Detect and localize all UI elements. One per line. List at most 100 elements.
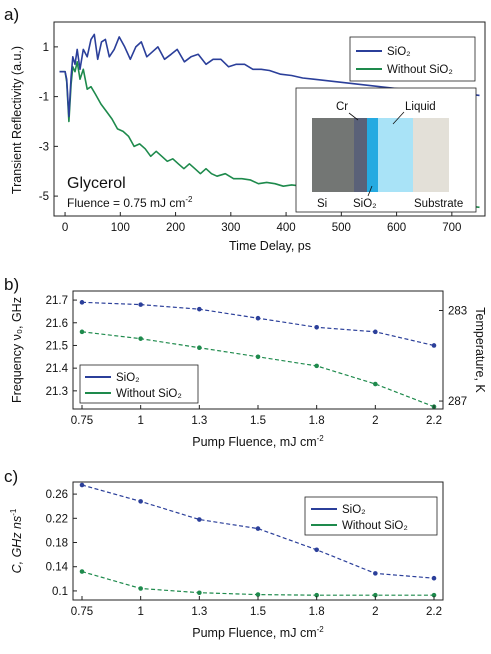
- series-line-sio2: [81, 301, 435, 347]
- data-point-sio2: [255, 315, 261, 321]
- x-tick-label: 0: [62, 222, 68, 234]
- panel-b: b) 0.75 1 1.3 1.5 1.8 2 2.2 21.321.421.521.621…: [4, 275, 487, 449]
- inset-layer-substrate: [413, 118, 449, 192]
- legend-label-sio2: SiO₂: [116, 372, 140, 384]
- inset-label-liquid: Liquid: [405, 101, 436, 113]
- data-point-without-sio2: [79, 329, 85, 335]
- panel-a-frame: [53, 21, 486, 217]
- data-point-sio2: [431, 575, 437, 581]
- x-tick-label: 1.8: [309, 606, 325, 618]
- panel-a-sample-label: Glycerol: [67, 175, 126, 192]
- y-tick-label: -5: [39, 191, 49, 203]
- panel-a-inset: Cr Liquid Si SiO₂ Substrate: [295, 87, 477, 213]
- data-point-sio2: [79, 482, 85, 488]
- panel-a-legend: SiO₂ Without SiO₂: [349, 36, 476, 82]
- panel-a-fluence-label: Fluence = 0.75 mJ cm-2: [67, 195, 193, 210]
- data-point-sio2: [79, 300, 85, 305]
- inset-layer-si: [312, 118, 354, 192]
- data-point-without-sio2: [373, 381, 378, 387]
- y-tick-label: 0.18: [46, 538, 68, 550]
- legend-label-without-sio2: Without SiO₂: [387, 64, 453, 76]
- legend-box: [349, 36, 476, 82]
- data-point-without-sio2: [138, 586, 143, 591]
- y-tick-label: -1: [39, 92, 49, 104]
- panel-a-x-ticks: 0 100 200 300 400 500 600 700: [62, 212, 461, 234]
- y-tick-label: 21.6: [46, 318, 68, 330]
- data-point-sio2: [314, 325, 319, 330]
- legend-box: [79, 364, 199, 404]
- panel-b-plot-area: [79, 300, 437, 410]
- data-point-without-sio2: [79, 569, 85, 574]
- x-tick-label: 700: [442, 222, 461, 234]
- data-point-without-sio2: [138, 336, 143, 341]
- x-tick-label: 0.75: [71, 415, 93, 427]
- panel-label-a: a): [4, 5, 19, 24]
- panel-label-c: c): [4, 467, 18, 486]
- panel-label-b: b): [4, 275, 19, 294]
- panel-c-y-axis-label: C, GHz ns-1: [9, 508, 24, 573]
- x-tick-label: 2.2: [426, 606, 442, 618]
- legend-label-sio2: SiO₂: [342, 504, 366, 516]
- inset-pointer-cr: [348, 112, 359, 121]
- panel-c-x-ticks: 0.75 1 1.3 1.5 1.8 2 2.2: [71, 596, 442, 618]
- data-point-without-sio2: [431, 592, 437, 598]
- y-tick-label: 0.14: [46, 562, 69, 574]
- data-point-sio2: [138, 499, 143, 504]
- panel-b-y-axis-label: Frequency ν₀, GHz: [10, 297, 24, 403]
- data-point-sio2: [197, 306, 202, 312]
- y-tick-label: 0.22: [46, 513, 68, 525]
- x-tick-label: 1.3: [191, 415, 207, 427]
- panel-b-x-ticks: 0.75 1 1.3 1.5 1.8 2 2.2: [71, 405, 442, 427]
- data-point-sio2: [197, 517, 202, 522]
- panel-c-x-axis-label: Pump Fluence, mJ cm-2: [192, 625, 324, 640]
- y-tick-label: 21.5: [46, 340, 68, 352]
- data-point-sio2: [373, 329, 378, 335]
- right-tick-label: 287: [448, 396, 467, 408]
- panel-b-y-ticks: 21.3 21.4 21.5 21.6 21.7: [46, 295, 77, 398]
- inset-pointer-liquid: [392, 111, 405, 125]
- x-tick-label: 200: [166, 222, 185, 234]
- data-point-sio2: [255, 526, 261, 531]
- x-tick-label: 600: [387, 222, 406, 234]
- x-tick-label: 2.2: [426, 415, 442, 427]
- data-point-sio2: [373, 571, 378, 576]
- x-tick-label: 2: [372, 415, 378, 427]
- inset-label-substrate: Substrate: [414, 198, 463, 210]
- y-tick-label: -3: [39, 141, 49, 153]
- panel-b-right-axis-label: Temperature, K: [473, 307, 487, 393]
- data-point-without-sio2: [197, 345, 202, 351]
- x-tick-label: 1.8: [309, 415, 325, 427]
- y-tick-label: 1: [43, 42, 49, 54]
- panel-a-x-axis-label: Time Delay, ps: [229, 239, 311, 253]
- panel-c-legend: SiO₂ Without SiO₂: [304, 496, 438, 536]
- inset-layer-sio2: [367, 118, 378, 192]
- series-line-sio2: [59, 33, 480, 118]
- inset-layer-cr: [354, 118, 367, 192]
- panel-c-y-ticks: 0.1 0.14 0.18 0.22 0.26: [46, 489, 77, 598]
- x-tick-label: 500: [332, 222, 351, 234]
- data-point-sio2: [431, 343, 437, 348]
- legend-label-without-sio2: Without SiO₂: [116, 388, 182, 400]
- inset-layer-liquid: [378, 118, 413, 192]
- x-tick-label: 1.3: [191, 606, 207, 618]
- panel-a-y-ticks: 1 -1 -3 -5: [39, 42, 58, 203]
- x-tick-label: 1: [137, 606, 143, 618]
- data-point-without-sio2: [314, 592, 319, 598]
- panel-c-plot-area: [79, 482, 437, 598]
- panel-b-x-axis-label: Pump Fluence, mJ cm-2: [192, 434, 324, 449]
- legend-label-sio2: SiO₂: [387, 46, 411, 58]
- inset-label-si: Si: [317, 198, 327, 210]
- data-point-without-sio2: [314, 363, 319, 369]
- data-point-without-sio2: [255, 354, 261, 360]
- x-tick-label: 300: [221, 222, 240, 234]
- x-tick-label: 2: [372, 606, 378, 618]
- panel-b-legend: SiO₂ Without SiO₂: [79, 364, 199, 404]
- right-tick-label: 283: [448, 306, 467, 318]
- y-tick-label: 21.3: [46, 386, 68, 398]
- inset-label-sio2: SiO₂: [353, 198, 377, 210]
- legend-label-without-sio2: Without SiO₂: [342, 520, 408, 532]
- y-tick-label: 21.7: [46, 295, 68, 307]
- inset-pointer-sio2: [367, 185, 373, 197]
- data-point-without-sio2: [197, 590, 202, 596]
